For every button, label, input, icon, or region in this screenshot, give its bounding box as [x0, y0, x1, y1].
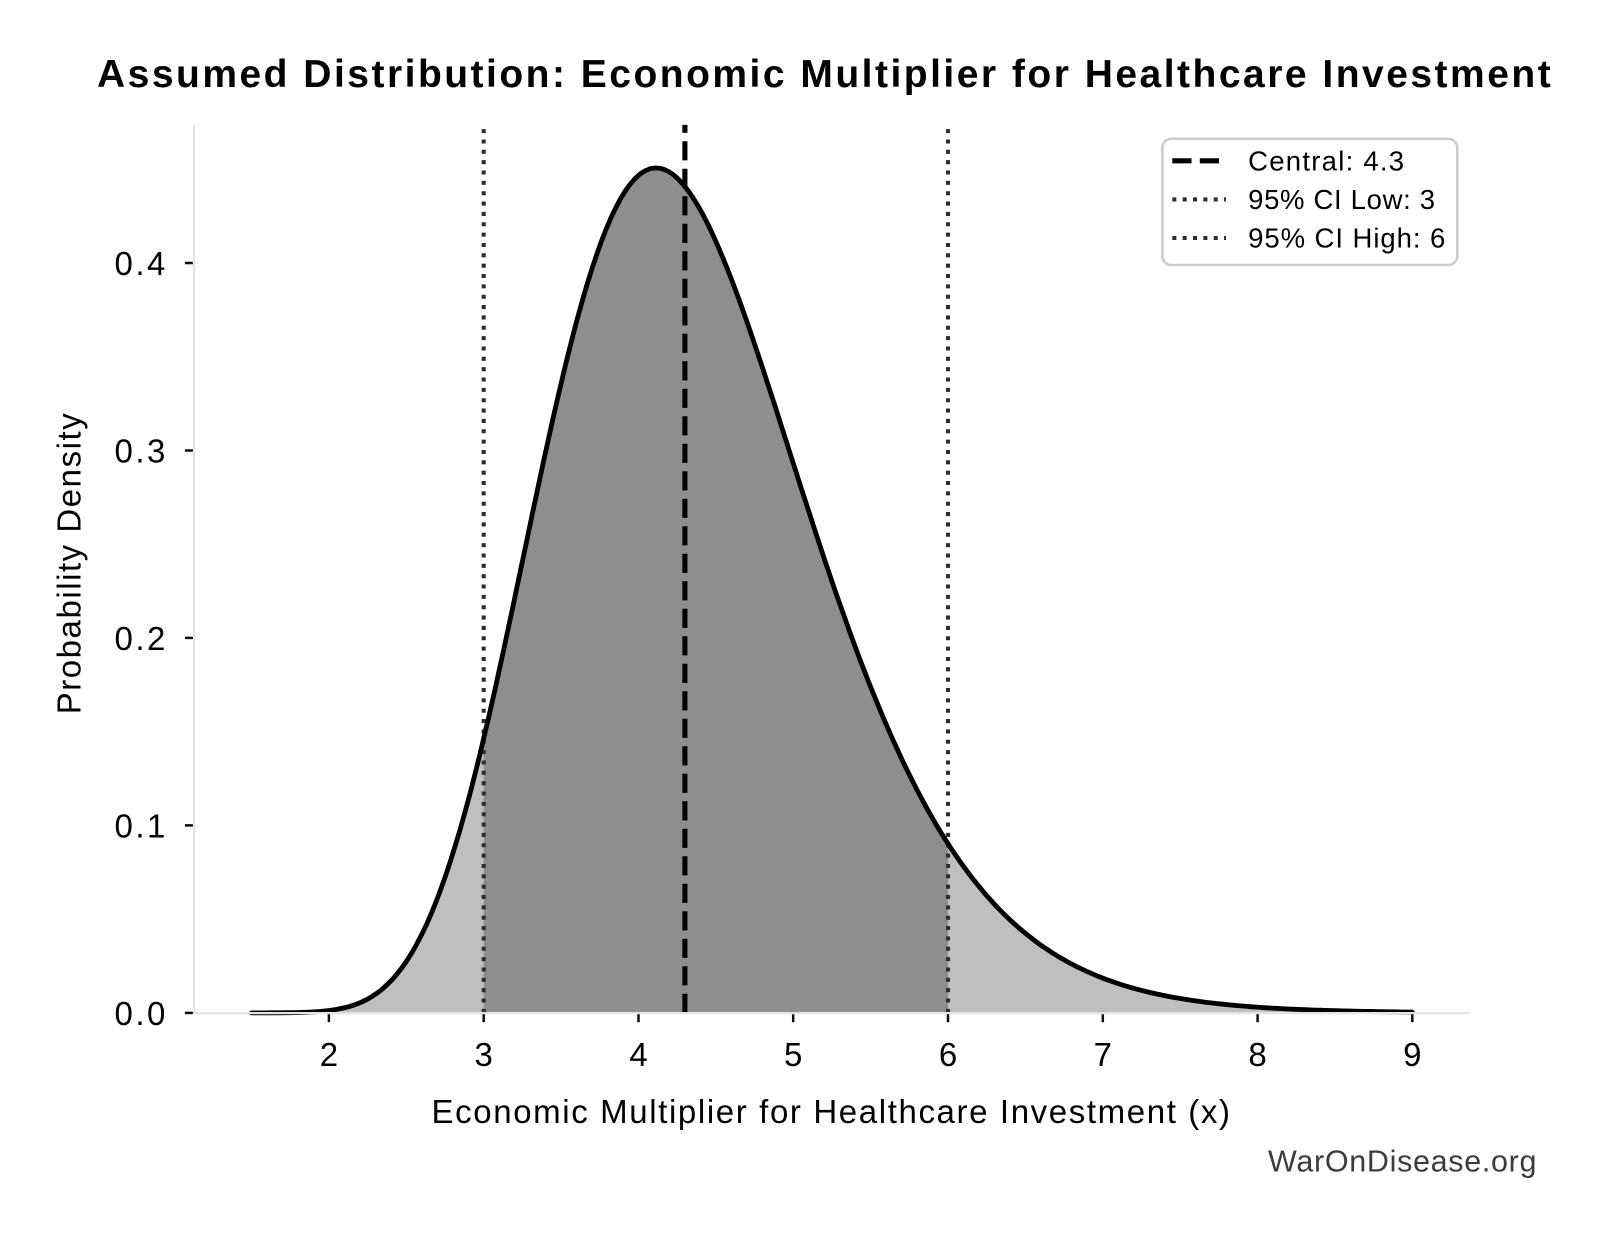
svg-text:WarOnDisease.org: WarOnDisease.org — [1268, 1144, 1537, 1178]
svg-text:Central: 4.3: Central: 4.3 — [1248, 145, 1404, 176]
svg-text:Assumed Distribution: Economic: Assumed Distribution: Economic Multiplie… — [97, 53, 1551, 96]
svg-text:95% CI High: 6: 95% CI High: 6 — [1248, 223, 1445, 254]
svg-text:8: 8 — [1248, 1036, 1266, 1073]
svg-text:6: 6 — [939, 1036, 957, 1073]
svg-text:0.4: 0.4 — [115, 245, 166, 282]
svg-text:5: 5 — [784, 1036, 802, 1073]
svg-text:0.0: 0.0 — [115, 995, 166, 1032]
svg-text:2: 2 — [320, 1036, 338, 1073]
svg-text:3: 3 — [475, 1036, 493, 1073]
svg-text:4: 4 — [629, 1036, 647, 1073]
svg-text:0.3: 0.3 — [115, 433, 166, 470]
svg-text:7: 7 — [1094, 1036, 1112, 1073]
svg-text:95% CI Low: 3: 95% CI Low: 3 — [1248, 184, 1435, 215]
svg-text:Probability Density: Probability Density — [50, 413, 87, 715]
svg-text:0.1: 0.1 — [115, 807, 166, 844]
svg-text:9: 9 — [1403, 1036, 1421, 1073]
svg-text:0.2: 0.2 — [115, 620, 166, 657]
svg-text:Economic Multiplier for Health: Economic Multiplier for Healthcare Inves… — [432, 1093, 1231, 1130]
